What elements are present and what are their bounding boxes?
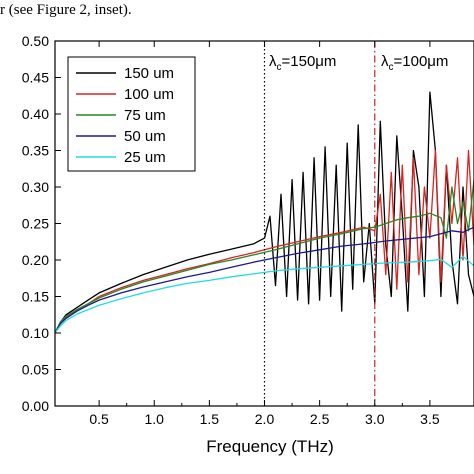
cutoff-annotation-2: λc=100μm (381, 53, 448, 73)
x-tick-label: 2.0 (255, 411, 275, 427)
x-tick-label: 2.5 (310, 411, 330, 427)
series-line-1 (55, 91, 474, 334)
x-tick-label: 0.5 (89, 411, 109, 427)
y-tick-label: 0.20 (22, 252, 49, 268)
x-tick-label: 3.0 (365, 411, 385, 427)
series-line-5 (55, 255, 474, 334)
series-line-4 (55, 226, 474, 334)
legend-label-1: 150 um (124, 65, 174, 82)
legend-label-5: 25 um (124, 149, 166, 166)
y-tick-label: 0.30 (22, 179, 49, 195)
legend-box (67, 56, 196, 172)
y-tick-label: 0.00 (22, 398, 49, 414)
caption-text: r (see Figure 2, inset). (0, 2, 132, 18)
x-tick-label: 1.5 (200, 411, 220, 427)
series-line-3 (55, 179, 474, 334)
legend-label-4: 50 um (124, 128, 166, 145)
cutoff-annotation-1: λc=150μm (269, 53, 336, 73)
y-tick-label: 0.50 (22, 33, 49, 49)
y-tick-label: 0.35 (22, 143, 49, 159)
y-tick-label: 0.25 (22, 216, 49, 232)
x-tick-label: 1.0 (145, 411, 165, 427)
x-tick-label: 3.5 (420, 411, 440, 427)
legend-label-3: 75 um (124, 107, 166, 124)
y-tick-label: 0.40 (22, 106, 49, 122)
y-tick-label: 0.15 (22, 289, 49, 305)
y-tick-label: 0.10 (22, 325, 49, 341)
x-axis-title: Frequency (THz) (206, 437, 334, 456)
y-tick-label: 0.05 (22, 362, 49, 378)
y-tick-label: 0.45 (22, 70, 49, 86)
legend-label-2: 100 um (124, 86, 174, 103)
